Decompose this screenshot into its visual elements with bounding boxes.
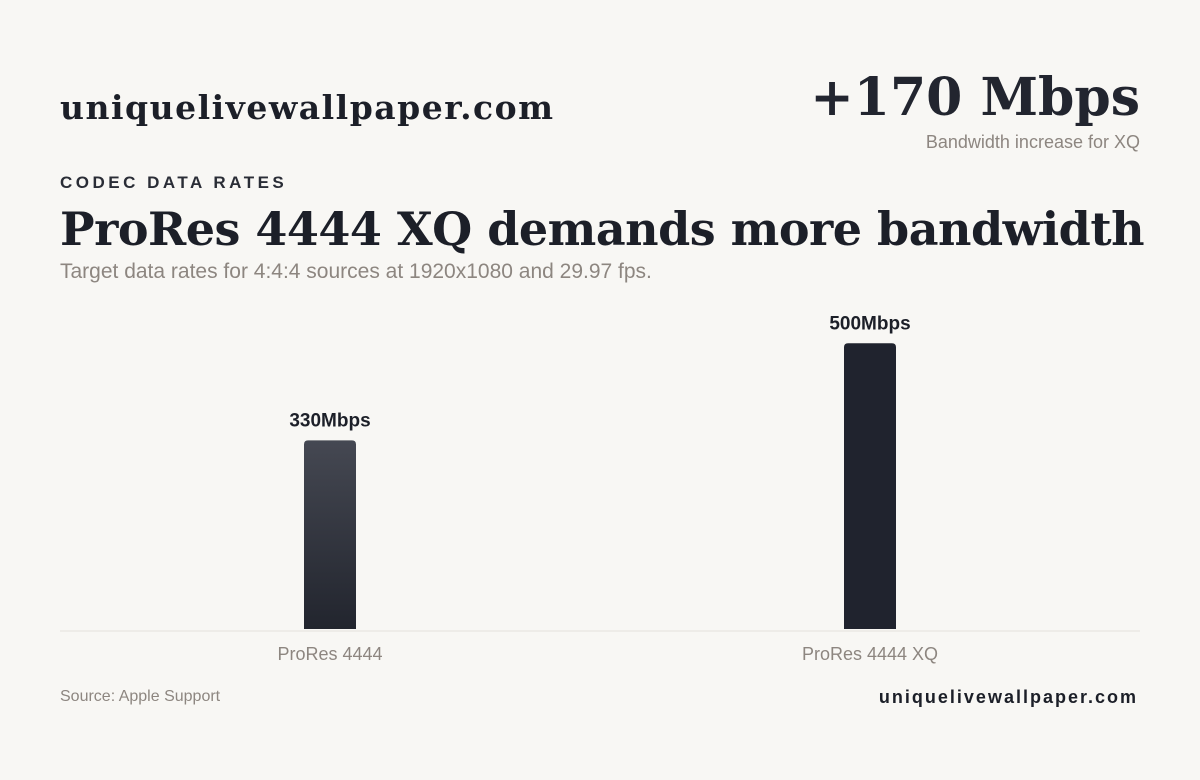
source-note: Source: Apple Support xyxy=(60,688,221,705)
x-tick-label-1: ProRes 4444 XQ xyxy=(802,644,938,664)
chart-title: ProRes 4444 XQ demands more bandwidth xyxy=(60,202,1145,256)
data-label-0: 330Mbps xyxy=(289,410,370,431)
brand-title: uniquelivewallpaper.com xyxy=(60,88,555,127)
bar-0 xyxy=(304,440,356,629)
footer-brand: uniquelivewallpaper.com xyxy=(878,687,1138,707)
kpi-value: +170 Mbps xyxy=(810,67,1140,128)
bar-1 xyxy=(844,343,896,629)
kpi-label: Bandwidth increase for XQ xyxy=(925,132,1140,152)
data-label-1: 500Mbps xyxy=(829,313,910,334)
chart-subtitle: Target data rates for 4:4:4 sources at 1… xyxy=(60,260,652,283)
x-tick-label-0: ProRes 4444 xyxy=(277,644,382,664)
eyebrow-label: CODEC DATA RATES xyxy=(60,173,288,192)
kpi-block: +170 Mbps Bandwidth increase for XQ xyxy=(810,68,1140,153)
